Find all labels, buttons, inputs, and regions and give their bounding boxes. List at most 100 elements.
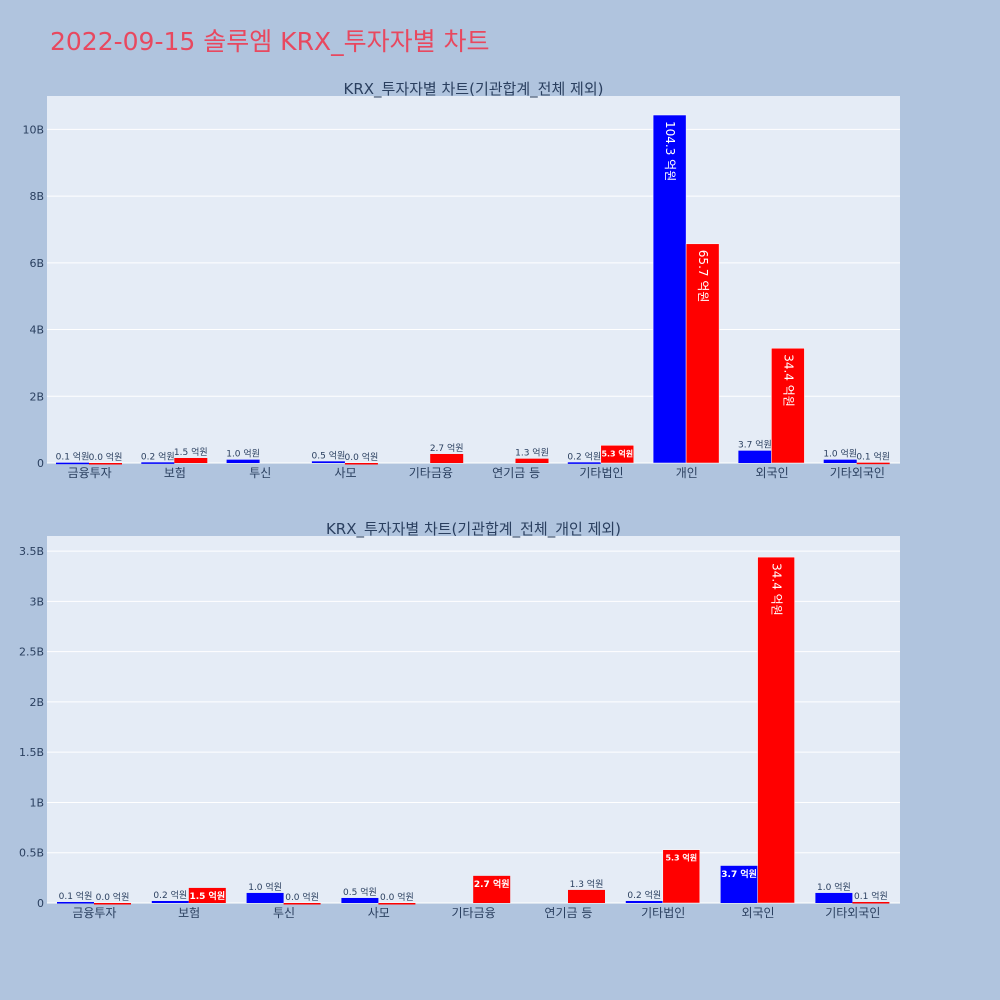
bar <box>341 897 379 903</box>
data-label: 0.1 억원 <box>854 890 888 902</box>
x-tick-label: 외국인 <box>741 906 774 920</box>
data-label: 0.5 억원 <box>343 886 377 898</box>
y-tick-label: 3B <box>29 595 44 608</box>
y-tick-label: 10B <box>22 123 44 136</box>
plot-area <box>47 96 900 463</box>
x-tick-label: 기타법인 <box>641 906 685 920</box>
bar <box>174 457 208 463</box>
x-tick-label: 금융투자 <box>68 466 112 480</box>
chart-bottom: KRX_투자자별 차트(기관합계_전체_개인 제외) 0 0.5B 1B 1.5B 2B 2… <box>19 520 900 920</box>
bar <box>515 458 549 463</box>
y-tick-label: 8B <box>29 190 44 203</box>
y-tick-label: 6B <box>29 257 44 270</box>
bar <box>685 243 720 464</box>
data-label: 1.3 억원 <box>515 447 549 459</box>
x-tick-label: 기타금융 <box>409 466 453 480</box>
data-label: 0.2 억원 <box>567 450 601 462</box>
bar <box>625 900 663 903</box>
y-tick-label: 0 <box>37 897 44 910</box>
bar <box>56 462 89 465</box>
y-tick-label: 0.5B <box>19 847 44 860</box>
page-title: 2022-09-15 솔루엠 KRX_투자자별 차트 <box>50 27 490 56</box>
y-tick-label: 2.5B <box>19 646 44 659</box>
x-tick-label: 기타법인 <box>579 466 623 480</box>
bar <box>720 865 758 903</box>
data-label: 0.2 억원 <box>141 450 175 462</box>
data-label: 34.4 억원 <box>781 354 795 407</box>
data-label: 5.3 억원 <box>601 448 633 458</box>
data-label: 0.1 억원 <box>56 451 90 463</box>
bar <box>246 892 284 903</box>
data-label: 1.0 억원 <box>823 448 857 460</box>
data-label: 2.7 억원 <box>430 442 464 454</box>
data-label: 0.1 억원 <box>59 890 93 902</box>
bar <box>94 903 131 905</box>
bar <box>473 875 511 903</box>
data-label: 1.5 억원 <box>174 446 208 458</box>
x-tick-label: 금융투자 <box>72 906 116 920</box>
bar <box>378 903 416 905</box>
x-tick-label: 기타외국인 <box>830 466 885 480</box>
data-label: 0.0 억원 <box>285 891 319 903</box>
bar <box>662 849 701 904</box>
data-label: 104.3 억원 <box>663 121 677 181</box>
bar <box>652 114 687 464</box>
y-tick-label: 1B <box>29 796 44 809</box>
x-tick-label: 기타금융 <box>452 906 496 920</box>
x-tick-label: 사모 <box>335 466 357 480</box>
bar <box>344 463 378 465</box>
data-label: 3.7 억원 <box>721 868 757 880</box>
data-label: 1.0 억원 <box>248 881 282 893</box>
bar <box>815 892 853 903</box>
bar <box>600 445 635 464</box>
data-label: 34.4 억원 <box>770 563 784 616</box>
bar <box>856 462 890 465</box>
data-label: 0.2 억원 <box>153 889 187 901</box>
chart-subtitle: KRX_투자자별 차트(기관합계_전체_개인 제외) <box>326 520 621 539</box>
x-tick-label: 연기금 등 <box>492 466 540 480</box>
bar <box>852 901 890 904</box>
y-tick-label: 4B <box>29 324 44 337</box>
data-label: 0.1 억원 <box>856 451 890 463</box>
x-tick-label: 보험 <box>178 906 200 920</box>
x-tick-label: 투신 <box>273 906 295 920</box>
y-tick-label: 3.5B <box>19 545 44 558</box>
bar <box>151 900 189 903</box>
chart-top: KRX_투자자별 차트(기관합계_전체 제외) 0 2B 4B 6B 8B 10B 금융투자 보… <box>22 80 900 480</box>
x-tick-label: 투신 <box>249 466 271 480</box>
bar <box>771 347 805 464</box>
x-tick-label: 개인 <box>676 466 698 480</box>
data-label: 2.7 억원 <box>474 878 510 890</box>
data-label: 0.0 억원 <box>345 451 379 463</box>
data-label: 5.3 억원 <box>665 853 697 863</box>
bar <box>823 459 857 463</box>
bar <box>57 901 94 904</box>
data-label: 1.5 억원 <box>189 890 225 902</box>
bar <box>226 459 260 463</box>
bar <box>568 889 605 903</box>
x-tick-label: 보험 <box>164 466 186 480</box>
bar <box>757 556 795 904</box>
y-tick-label: 2B <box>29 696 44 709</box>
data-label: 0.0 억원 <box>380 891 414 903</box>
y-tick-label: 1.5B <box>19 746 44 759</box>
data-label: 0.2 억원 <box>627 889 661 901</box>
bar <box>141 462 175 464</box>
data-label: 0.0 억원 <box>96 891 130 903</box>
bar <box>738 450 772 463</box>
data-label: 1.3 억원 <box>570 878 604 890</box>
bar <box>567 462 601 464</box>
bar <box>283 903 321 905</box>
x-tick-label: 연기금 등 <box>544 906 592 920</box>
x-tick-label: 기타외국인 <box>825 906 880 920</box>
bar <box>89 463 122 465</box>
bar <box>430 453 464 463</box>
y-tick-label: 0 <box>37 457 44 470</box>
data-label: 0.0 억원 <box>89 451 123 463</box>
data-label: 3.7 억원 <box>738 439 772 451</box>
data-label: 65.7 억원 <box>696 250 710 303</box>
data-label: 0.5 억원 <box>312 449 346 461</box>
chart-subtitle: KRX_투자자별 차트(기관합계_전체 제외) <box>344 80 604 99</box>
data-label: 1.0 억원 <box>817 881 851 893</box>
bar <box>311 461 345 463</box>
